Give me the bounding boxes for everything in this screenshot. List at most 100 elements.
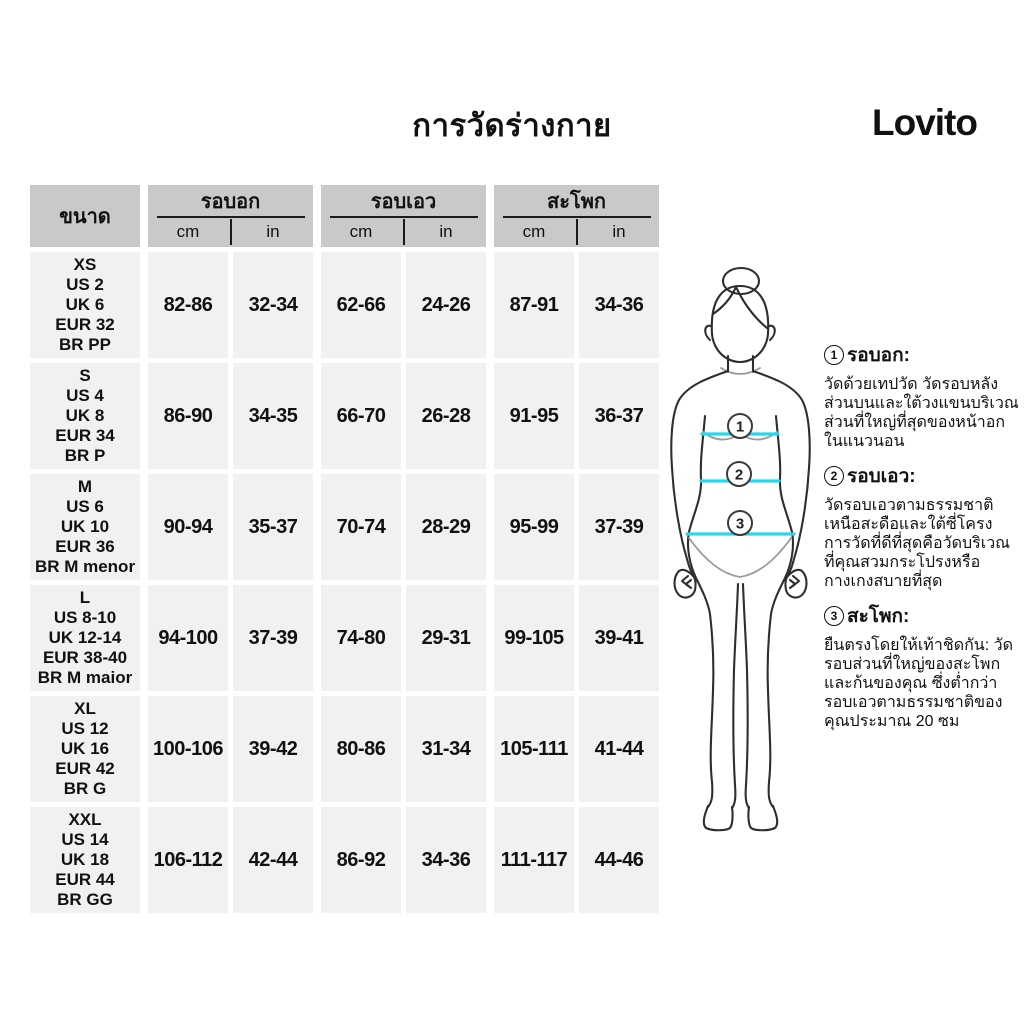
size-line: EUR 42 bbox=[55, 759, 115, 778]
marker-2-number: 2 bbox=[735, 467, 743, 484]
size-line: US 12 bbox=[61, 719, 109, 738]
bust-units: cm in bbox=[148, 218, 313, 245]
note-text-line: ที่คุณสวมกระโปรงหรือ bbox=[824, 554, 981, 571]
unit-divider bbox=[229, 218, 232, 245]
hip-in-value: 44-46 bbox=[579, 807, 659, 913]
table-row: M US 6 UK 10 EUR 36 BR M menor 90-94 35-… bbox=[30, 474, 659, 580]
note-text-line: ส่วนบนและใต้วงแขนบริเวณ bbox=[824, 395, 1019, 412]
waist-label: รอบเอว bbox=[370, 190, 437, 213]
note-text-line: และก้นของคุณ ซึ่งต่ำกว่า bbox=[824, 675, 998, 692]
circled-3-icon: 3 bbox=[824, 606, 844, 626]
waist-in-value: 31-34 bbox=[406, 696, 486, 802]
note-text-line: รอบเอวตามธรรมชาติของ bbox=[824, 694, 1003, 711]
left-ear bbox=[704, 324, 713, 342]
waist-in-value: 28-29 bbox=[406, 474, 486, 580]
size-line: EUR 38-40 bbox=[42, 648, 128, 667]
waist-cm-value: 80-86 bbox=[321, 696, 401, 802]
note-bust: 1 รอบอก: วัดด้วยเทปวัด วัดรอบหลัง ส่วนบน… bbox=[824, 340, 1020, 451]
waist-in-value: 26-28 bbox=[406, 363, 486, 469]
hip-cm-value: 111-117 bbox=[494, 807, 574, 913]
size-line: EUR 36 bbox=[55, 537, 115, 556]
note-hip-title: 3 สะโพก: bbox=[824, 601, 1020, 631]
body-measurement-figure: 1 2 3 bbox=[650, 250, 850, 850]
size-line: S bbox=[79, 366, 91, 385]
note-text-line: ในแนวนอน bbox=[824, 433, 905, 450]
size-line: EUR 44 bbox=[55, 870, 115, 889]
right-hand bbox=[784, 568, 808, 599]
size-line: XS bbox=[73, 255, 97, 274]
note-text-line: เหนือสะดือและใต้ซี่โครง bbox=[824, 516, 993, 533]
marker-1-number: 1 bbox=[736, 419, 744, 436]
note-text-line: วัดรอบเอวตามธรรมชาติ bbox=[824, 497, 994, 514]
size-line: XXL bbox=[68, 810, 102, 829]
note-text-line: วัดด้วยเทปวัด วัดรอบหลัง bbox=[824, 376, 999, 393]
size-line: US 6 bbox=[66, 497, 104, 516]
hip-in-value: 36-37 bbox=[579, 363, 659, 469]
waist-in-value: 24-26 bbox=[406, 252, 486, 358]
note-text-line: การวัดที่ดีที่สุดคือวัดบริเวณ bbox=[824, 535, 1011, 552]
bust-cm-value: 100-106 bbox=[148, 696, 228, 802]
size-cell: XL US 12 UK 16 EUR 42 BR G bbox=[30, 696, 140, 802]
bust-cm-value: 82-86 bbox=[148, 252, 228, 358]
size-cell: XXL US 14 UK 18 EUR 44 BR GG bbox=[30, 807, 140, 913]
bust-in-value: 35-37 bbox=[233, 474, 313, 580]
underwear-line bbox=[688, 537, 792, 578]
note-waist-title: 2 รอบเอว: bbox=[824, 461, 1020, 491]
hip-in-value: 39-41 bbox=[579, 585, 659, 691]
hip-cm-value: 87-91 bbox=[494, 252, 574, 358]
bust-group-header: รอบอก cm in bbox=[148, 185, 313, 247]
bust-in-value: 32-34 bbox=[233, 252, 313, 358]
table-row: XXL US 14 UK 18 EUR 44 BR GG 106-112 42-… bbox=[30, 807, 659, 913]
bust-in-value: 39-42 bbox=[233, 696, 313, 802]
note-waist: 2 รอบเอว: วัดรอบเอวตามธรรมชาติ เหนือสะดื… bbox=[824, 461, 1020, 591]
size-line: US 4 bbox=[66, 386, 104, 405]
left-torso-leg-outline bbox=[686, 414, 715, 809]
bust-in-value: 37-39 bbox=[233, 585, 313, 691]
brand-logo: Lovito bbox=[872, 102, 978, 143]
hip-group-header: สะโพก cm in bbox=[494, 185, 659, 247]
hip-label: สะโพก bbox=[547, 190, 606, 213]
collar-line bbox=[720, 367, 761, 375]
waist-cm-value: 74-80 bbox=[321, 585, 401, 691]
size-line: EUR 34 bbox=[55, 426, 115, 445]
bust-in-value: 34-35 bbox=[233, 363, 313, 469]
table-row: L US 8-10 UK 12-14 EUR 38-40 BR M maior … bbox=[30, 585, 659, 691]
size-line: XL bbox=[74, 699, 96, 718]
size-line: BR PP bbox=[59, 335, 111, 354]
hair-swoosh bbox=[711, 285, 738, 316]
size-table: ขนาด รอบอก cm in รอบเอว cm in สะโพก cm bbox=[30, 185, 659, 918]
waist-cm-value: 66-70 bbox=[321, 363, 401, 469]
size-line: US 8-10 bbox=[53, 608, 117, 627]
note-hip: 3 สะโพก: ยืนตรงโดยให้เท้าชิดกัน: วัด รอบ… bbox=[824, 601, 1020, 731]
hip-cm-value: 99-105 bbox=[494, 585, 574, 691]
size-line: BR M maior bbox=[37, 668, 133, 687]
size-line: UK 16 bbox=[60, 739, 110, 758]
bust-unit-in: in bbox=[266, 221, 280, 241]
size-line: UK 10 bbox=[60, 517, 110, 536]
hip-in-value: 37-39 bbox=[579, 474, 659, 580]
bust-cm-value: 106-112 bbox=[148, 807, 228, 913]
unit-divider bbox=[575, 218, 578, 245]
size-line: EUR 32 bbox=[55, 315, 115, 334]
bust-unit-cm: cm bbox=[176, 221, 200, 241]
size-column-header: ขนาด bbox=[30, 185, 140, 247]
note-text-line: รอบส่วนที่ใหญ่ของสะโพก bbox=[824, 656, 1001, 673]
note-text-line: ยืนตรงโดยให้เท้าชิดกัน: วัด bbox=[824, 637, 1013, 654]
circled-1-icon: 1 bbox=[824, 345, 844, 365]
note-title-text: รอบเอว: bbox=[847, 466, 916, 487]
waist-in-value: 29-31 bbox=[406, 585, 486, 691]
table-row: XS US 2 UK 6 EUR 32 BR PP 82-86 32-34 62… bbox=[30, 252, 659, 358]
waist-unit-in: in bbox=[439, 221, 453, 241]
size-line: UK 18 bbox=[60, 850, 110, 869]
head-outline bbox=[710, 284, 770, 364]
waist-cm-value: 62-66 bbox=[321, 252, 401, 358]
table-row: XL US 12 UK 16 EUR 42 BR G 100-106 39-42… bbox=[30, 696, 659, 802]
right-ear bbox=[767, 324, 776, 342]
right-fingers bbox=[788, 574, 801, 590]
left-fingers bbox=[680, 574, 693, 590]
size-line: BR G bbox=[63, 779, 107, 798]
note-title-text: รอบอก: bbox=[847, 345, 910, 366]
hip-unit-in: in bbox=[612, 221, 626, 241]
hip-unit-cm: cm bbox=[522, 221, 546, 241]
hip-cm-value: 91-95 bbox=[494, 363, 574, 469]
